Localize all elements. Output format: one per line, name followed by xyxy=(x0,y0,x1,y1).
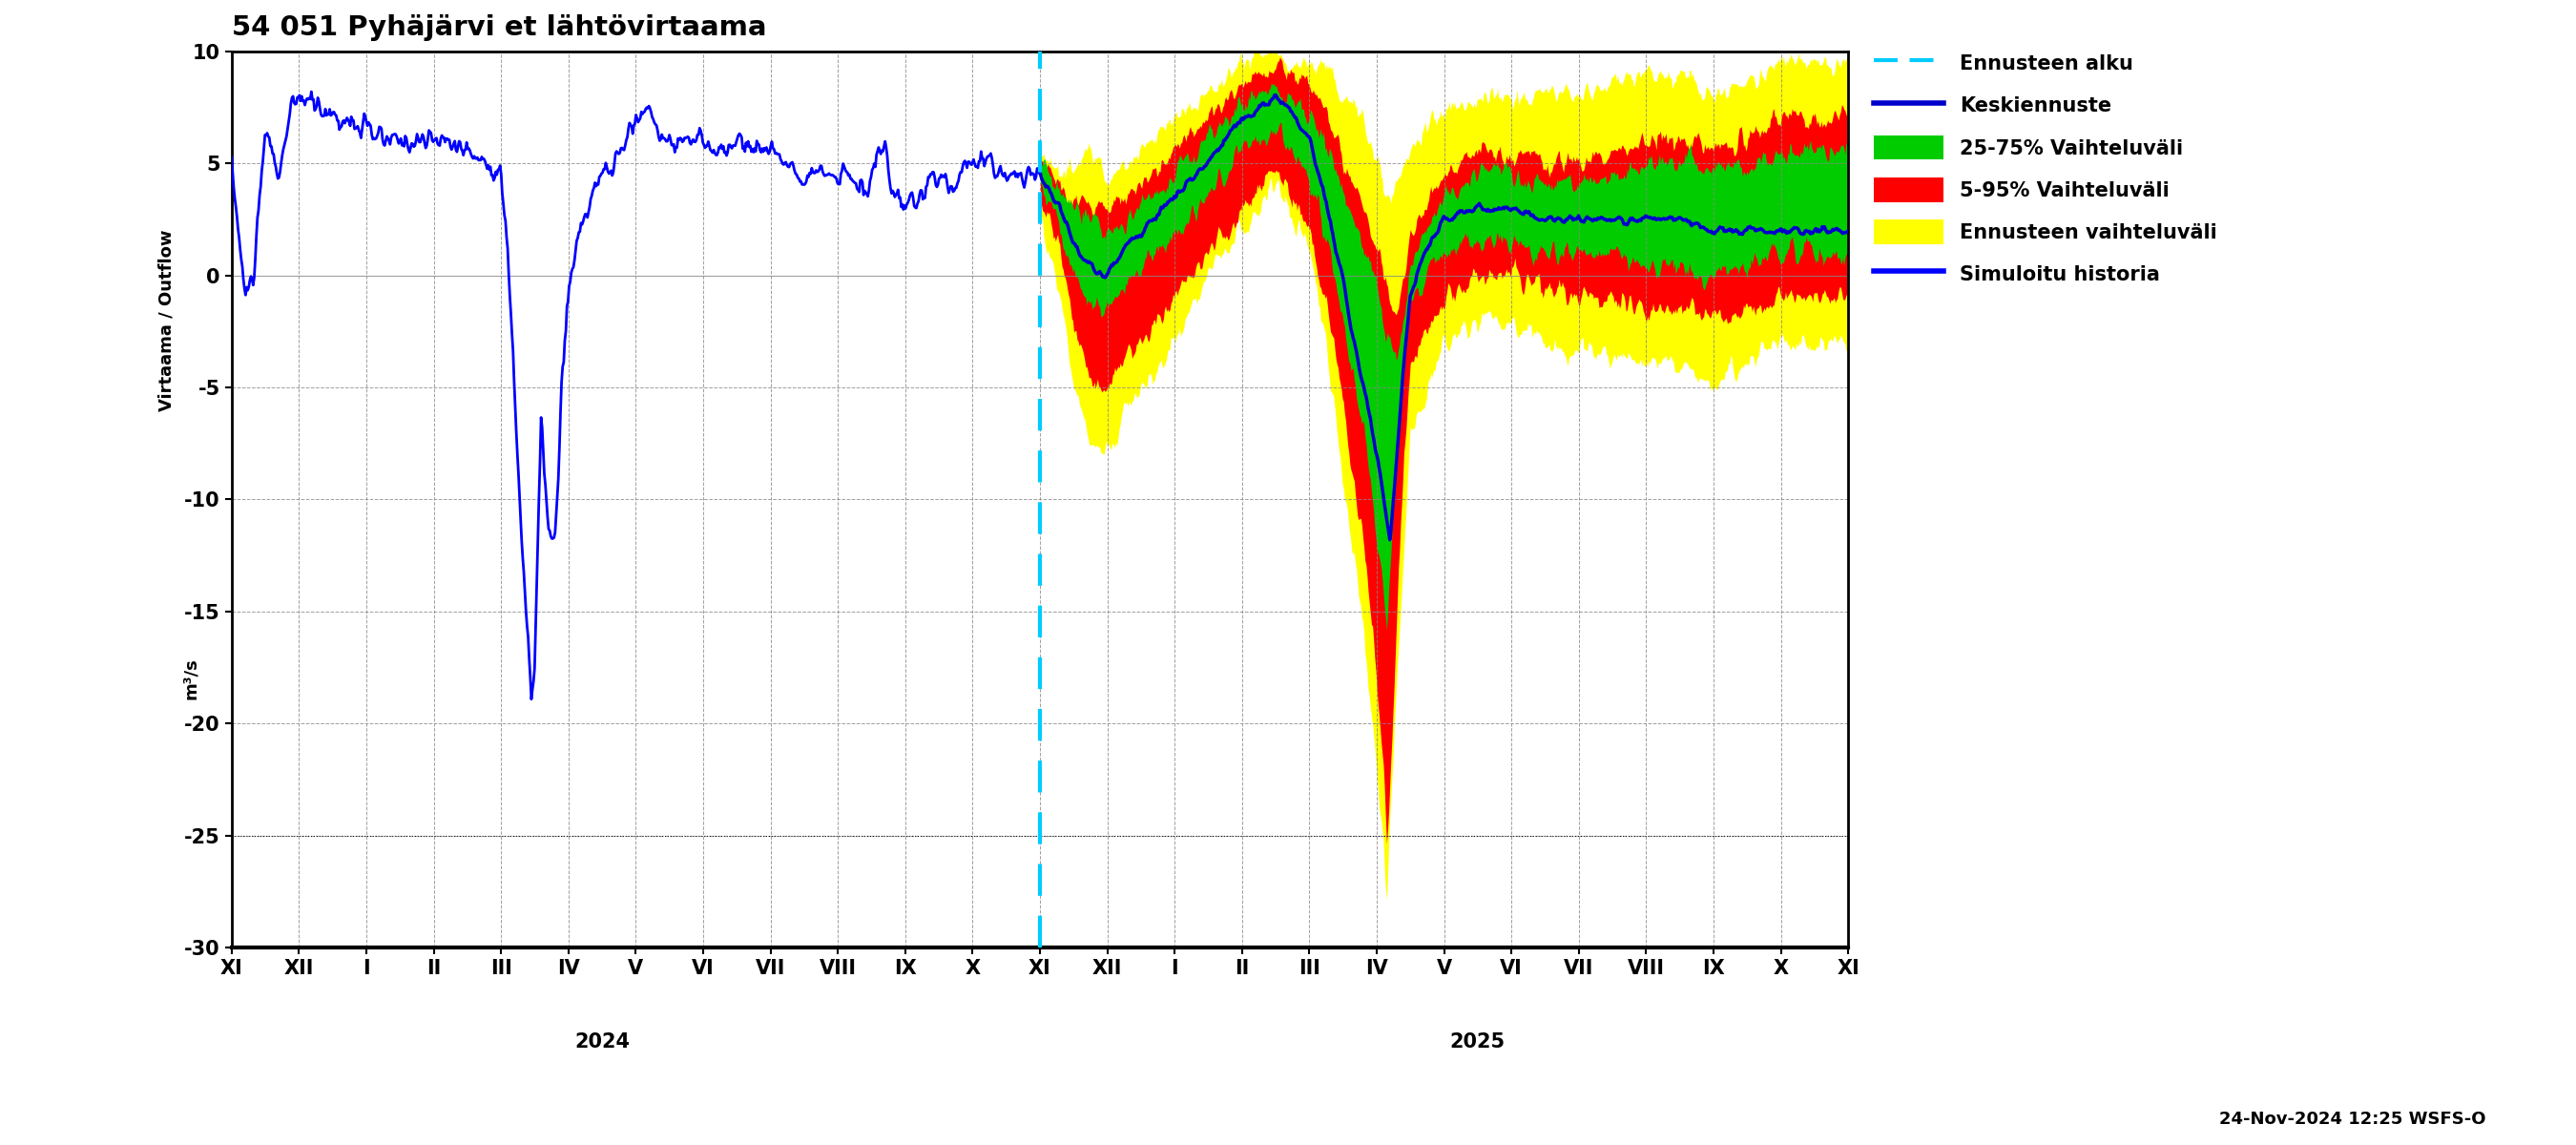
Text: 54 051 Pyhäjärvi et lähtövirtaama: 54 051 Pyhäjärvi et lähtövirtaama xyxy=(232,14,765,41)
Text: Virtaama / Outflow: Virtaama / Outflow xyxy=(157,229,175,411)
Text: 2025: 2025 xyxy=(1450,1033,1504,1052)
Legend: Ennusteen alku, Keskiennuste, 25-75% Vaihteluväli, 5-95% Vaihteluväli, Ennusteen: Ennusteen alku, Keskiennuste, 25-75% Vai… xyxy=(1865,44,2226,294)
Text: 2024: 2024 xyxy=(574,1033,629,1052)
Text: 24-Nov-2024 12:25 WSFS-O: 24-Nov-2024 12:25 WSFS-O xyxy=(2218,1111,2486,1128)
Text: m³/s: m³/s xyxy=(183,658,201,700)
